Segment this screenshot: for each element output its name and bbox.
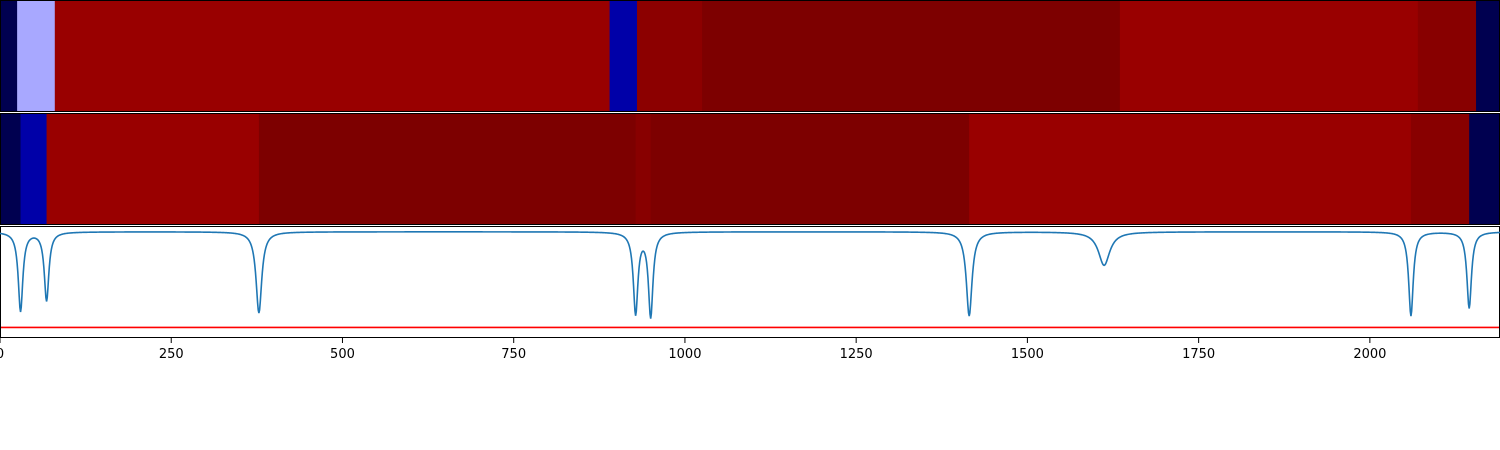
track-1-segment-3: [54, 1, 611, 112]
track-1-segment-8: [1417, 1, 1477, 112]
x-tick-label-250: 250: [159, 347, 184, 362]
heatmap-track-1: [0, 1, 1500, 112]
track-2-segment-5: [635, 114, 652, 225]
x-tick-label-1750: 1750: [1182, 347, 1215, 362]
x-tick-label-1000: 1000: [668, 347, 701, 362]
heatmap-track-2: [0, 114, 1500, 225]
track-2-segment-7: [969, 114, 1412, 225]
track-2-segment-8: [1410, 114, 1470, 225]
track-1-segment-2: [17, 1, 56, 112]
track-2-segment-6: [650, 114, 970, 225]
track-1-segment-5: [636, 1, 703, 112]
track-1-segment-1: [0, 1, 18, 112]
x-axis: 0 250 500 750 1000 1250 1500 1750 2000: [0, 338, 1386, 362]
track-1-segment-4: [609, 1, 638, 112]
x-tick-label-500: 500: [330, 347, 355, 362]
track-2-segment-2: [20, 114, 48, 225]
x-tick-label-2000: 2000: [1353, 347, 1386, 362]
track-2-segment-3: [46, 114, 260, 225]
x-tick-label-0: 0: [0, 347, 4, 362]
track-2-segment-9: [1469, 114, 1500, 225]
track-2-segment-1: [0, 114, 22, 225]
x-tick-label-750: 750: [501, 347, 526, 362]
signal-panel: [0, 226, 1500, 338]
x-tick-label-1250: 1250: [840, 347, 873, 362]
signal-panel-background: [0, 226, 1500, 338]
signal-line: [0, 231, 1500, 319]
track-1-segment-7: [1119, 1, 1419, 112]
track-1-segment-9: [1476, 1, 1500, 112]
track-1-segment-6: [702, 1, 1121, 112]
x-tick-label-1500: 1500: [1011, 347, 1044, 362]
track-2-segment-4: [258, 114, 637, 225]
